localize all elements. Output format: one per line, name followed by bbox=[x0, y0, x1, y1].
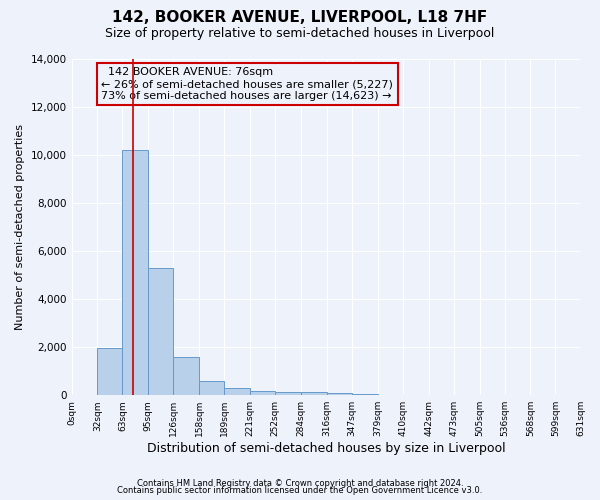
Bar bbox=[199, 382, 224, 395]
Text: Contains public sector information licensed under the Open Government Licence v3: Contains public sector information licen… bbox=[118, 486, 482, 495]
Bar bbox=[352, 394, 378, 395]
Bar bbox=[250, 391, 275, 395]
Text: 142, BOOKER AVENUE, LIVERPOOL, L18 7HF: 142, BOOKER AVENUE, LIVERPOOL, L18 7HF bbox=[112, 10, 488, 25]
Bar bbox=[301, 392, 327, 395]
Bar bbox=[97, 348, 122, 395]
Bar bbox=[224, 388, 250, 395]
Text: 142 BOOKER AVENUE: 76sqm
← 26% of semi-detached houses are smaller (5,227)
73% o: 142 BOOKER AVENUE: 76sqm ← 26% of semi-d… bbox=[101, 68, 394, 100]
Bar bbox=[173, 357, 199, 395]
Bar bbox=[148, 268, 173, 395]
Text: Size of property relative to semi-detached houses in Liverpool: Size of property relative to semi-detach… bbox=[106, 28, 494, 40]
Bar bbox=[327, 393, 352, 395]
Text: Contains HM Land Registry data © Crown copyright and database right 2024.: Contains HM Land Registry data © Crown c… bbox=[137, 478, 463, 488]
Y-axis label: Number of semi-detached properties: Number of semi-detached properties bbox=[15, 124, 25, 330]
Bar bbox=[275, 392, 301, 395]
Bar bbox=[122, 150, 148, 395]
X-axis label: Distribution of semi-detached houses by size in Liverpool: Distribution of semi-detached houses by … bbox=[147, 442, 505, 455]
